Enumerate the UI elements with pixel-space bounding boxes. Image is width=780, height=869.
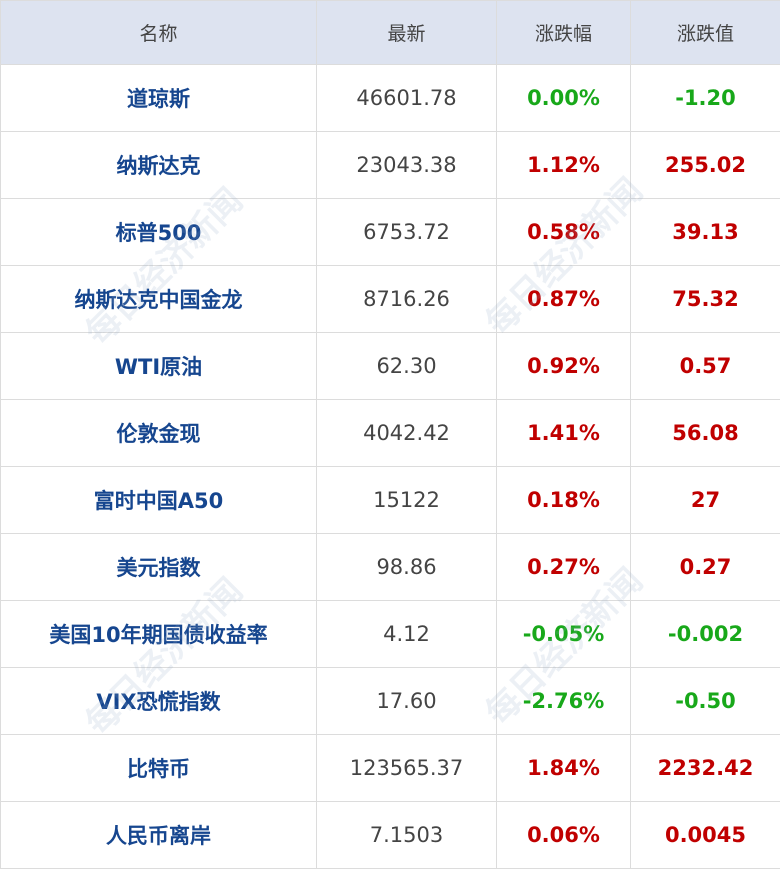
name-cell: 富时中国A50 bbox=[1, 467, 317, 534]
change-pct-cell: 0.27% bbox=[497, 534, 631, 601]
change-pct-cell: 0.18% bbox=[497, 467, 631, 534]
name-cell: 纳斯达克中国金龙 bbox=[1, 266, 317, 333]
change-pct-cell: 0.58% bbox=[497, 199, 631, 266]
latest-cell: 17.60 bbox=[317, 668, 497, 735]
change-pct-cell: 0.87% bbox=[497, 266, 631, 333]
change-pct-cell: -0.05% bbox=[497, 601, 631, 668]
header-row: 名称最新涨跌幅涨跌值 bbox=[1, 1, 780, 65]
name-cell: 标普500 bbox=[1, 199, 317, 266]
change-value-cell: 75.32 bbox=[631, 266, 780, 333]
latest-cell: 7.1503 bbox=[317, 802, 497, 869]
latest-cell: 4042.42 bbox=[317, 400, 497, 467]
change-value-cell: 0.27 bbox=[631, 534, 780, 601]
change-value-cell: 2232.42 bbox=[631, 735, 780, 802]
latest-cell: 46601.78 bbox=[317, 65, 497, 132]
change-value-cell: -0.50 bbox=[631, 668, 780, 735]
name-cell: VIX恐慌指数 bbox=[1, 668, 317, 735]
latest-cell: 62.30 bbox=[317, 333, 497, 400]
latest-cell: 23043.38 bbox=[317, 132, 497, 199]
change-value-cell: -1.20 bbox=[631, 65, 780, 132]
name-cell: 人民币离岸 bbox=[1, 802, 317, 869]
header-cell: 涨跌幅 bbox=[497, 1, 631, 65]
header-cell: 涨跌值 bbox=[631, 1, 780, 65]
name-cell: 伦敦金现 bbox=[1, 400, 317, 467]
change-value-cell: 0.0045 bbox=[631, 802, 780, 869]
change-pct-cell: 0.00% bbox=[497, 65, 631, 132]
change-value-cell: 255.02 bbox=[631, 132, 780, 199]
change-value-cell: 27 bbox=[631, 467, 780, 534]
header-cell: 最新 bbox=[317, 1, 497, 65]
name-cell: WTI原油 bbox=[1, 333, 317, 400]
change-pct-cell: 0.92% bbox=[497, 333, 631, 400]
name-cell: 道琼斯 bbox=[1, 65, 317, 132]
latest-cell: 8716.26 bbox=[317, 266, 497, 333]
change-pct-cell: -2.76% bbox=[497, 668, 631, 735]
name-cell: 纳斯达克 bbox=[1, 132, 317, 199]
name-cell: 美国10年期国债收益率 bbox=[1, 601, 317, 668]
change-pct-cell: 1.12% bbox=[497, 132, 631, 199]
latest-cell: 6753.72 bbox=[317, 199, 497, 266]
header-cell: 名称 bbox=[1, 1, 317, 65]
change-value-cell: -0.002 bbox=[631, 601, 780, 668]
latest-cell: 15122 bbox=[317, 467, 497, 534]
name-cell: 美元指数 bbox=[1, 534, 317, 601]
latest-cell: 4.12 bbox=[317, 601, 497, 668]
change-pct-cell: 0.06% bbox=[497, 802, 631, 869]
change-pct-cell: 1.41% bbox=[497, 400, 631, 467]
change-value-cell: 56.08 bbox=[631, 400, 780, 467]
latest-cell: 123565.37 bbox=[317, 735, 497, 802]
name-cell: 比特币 bbox=[1, 735, 317, 802]
change-value-cell: 39.13 bbox=[631, 199, 780, 266]
latest-cell: 98.86 bbox=[317, 534, 497, 601]
change-value-cell: 0.57 bbox=[631, 333, 780, 400]
change-pct-cell: 1.84% bbox=[497, 735, 631, 802]
